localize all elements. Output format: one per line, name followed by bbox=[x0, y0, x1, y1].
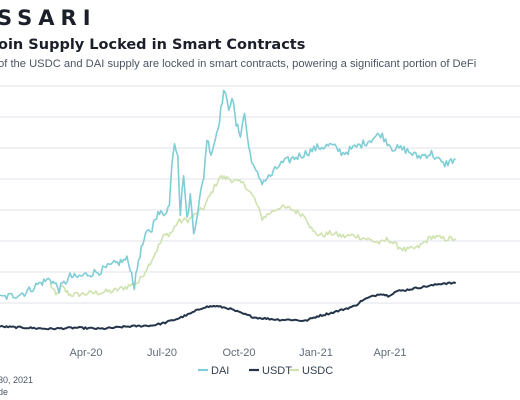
x-tick-label: Jan-21 bbox=[299, 347, 333, 359]
legend-label-usdc: USDC bbox=[302, 365, 333, 377]
gridlines bbox=[0, 85, 520, 304]
series-line-usdt bbox=[0, 281, 457, 331]
chart-subtitle: of the USDC and DAI supply are locked in… bbox=[0, 58, 477, 70]
x-tick-label: Oct-20 bbox=[222, 347, 255, 359]
legend-label-dai: DAI bbox=[211, 365, 229, 377]
series-line-usdc bbox=[49, 174, 457, 298]
x-tick-label: Jul-20 bbox=[147, 347, 177, 359]
x-tick-label: Apr-21 bbox=[373, 347, 406, 359]
chart-title: oin Supply Locked in Smart Contracts bbox=[0, 37, 306, 53]
legend: DAI USDT USDC bbox=[198, 365, 333, 377]
footnote-date: 30, 2021 bbox=[0, 375, 34, 385]
footnote-source: de bbox=[0, 387, 9, 397]
series-line-dai bbox=[0, 89, 456, 300]
x-tick-label: Apr-20 bbox=[69, 347, 102, 359]
series-lines bbox=[0, 89, 457, 331]
messari-logo: SSARI bbox=[0, 6, 97, 30]
x-axis-ticks: Apr-20 Jul-20 Oct-20 Jan-21 Apr-21 bbox=[69, 347, 406, 359]
legend-label-usdt: USDT bbox=[262, 365, 292, 377]
